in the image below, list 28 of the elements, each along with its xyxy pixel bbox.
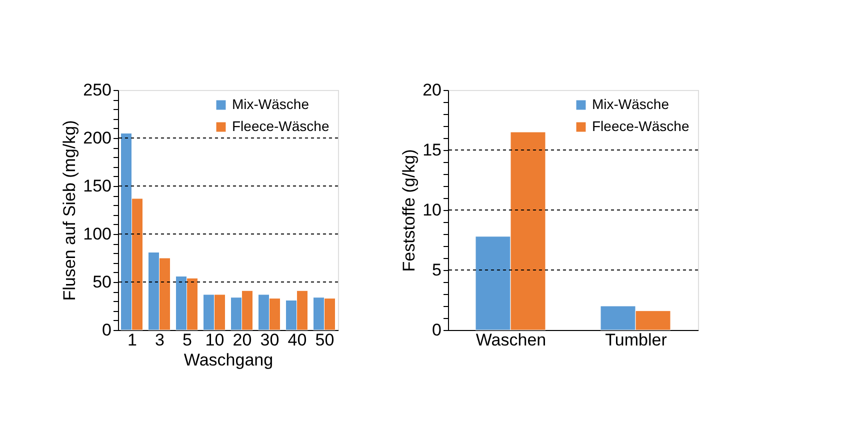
y-tick-label: 200 [83,128,112,148]
x-tick-label: 1 [128,330,137,350]
y-tick-label: 0 [102,320,112,340]
x-tick-label: 20 [232,330,252,350]
y-tick-label: 5 [432,260,442,280]
legend-label: Fleece-Wäsche [592,118,690,134]
y-tick-label: 250 [83,80,112,100]
x-tick-label: Waschen [476,330,546,350]
x-tick-label: 3 [155,330,164,350]
legend-label: Mix-Wäsche [592,96,670,112]
y-tick-label: 100 [83,224,112,244]
y-axis-title: Feststoffe (g/kg) [400,149,419,272]
x-tick-label: 5 [182,330,192,350]
x-tick-label: 40 [288,330,307,350]
x-tick-label: 50 [315,330,334,350]
x-tick-label: 30 [260,330,280,350]
y-tick-label: 0 [432,320,442,340]
legend-label: Fleece-Wäsche [232,118,330,134]
y-tick-label: 150 [83,176,112,196]
y-tick-label: 15 [422,140,442,160]
y-tick-label: 20 [422,80,442,100]
legend-label: Mix-Wäsche [232,96,310,112]
y-tick-label: 50 [92,272,112,292]
y-tick-label: 10 [422,200,442,220]
x-tick-label: Tumbler [605,330,668,350]
y-axis-title: Flusen auf Sieb (mg/kg) [60,120,80,301]
x-axis-title: Waschgang [184,350,274,370]
x-tick-label: 10 [205,330,224,350]
